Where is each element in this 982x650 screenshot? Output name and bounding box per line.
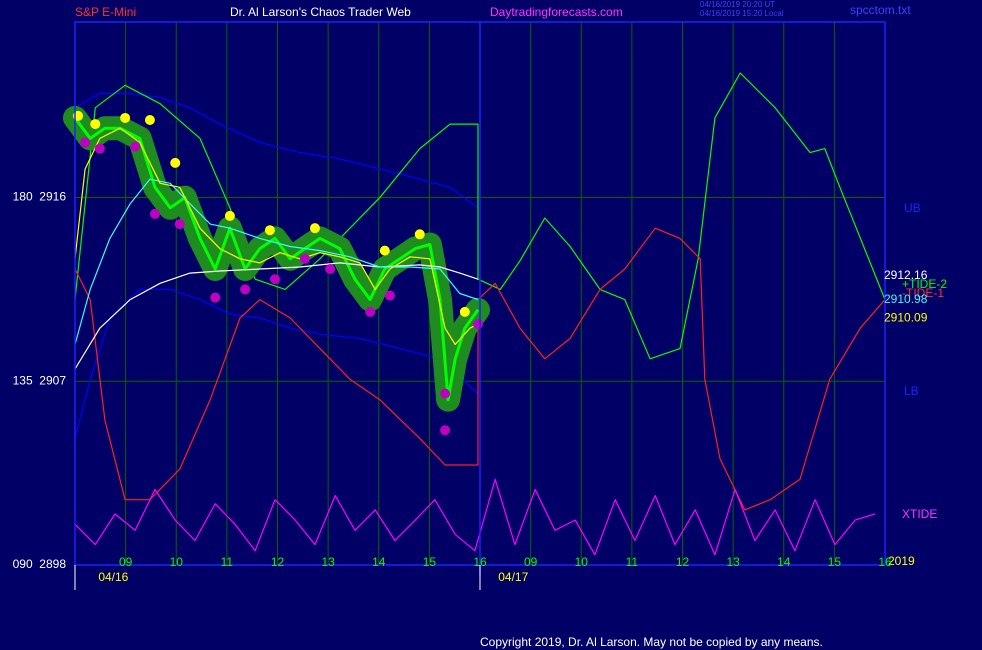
price-label: 2912.16 <box>884 268 928 282</box>
dot <box>269 274 280 285</box>
x-tick-label: 13 <box>726 555 740 569</box>
date-label: 04/17 <box>498 570 528 584</box>
series-line <box>74 178 479 345</box>
x-tick-label: 10 <box>170 555 184 569</box>
x-tick-label: 15 <box>828 555 842 569</box>
plot-area <box>63 72 886 556</box>
year-label: 2019 <box>888 554 915 568</box>
dot <box>144 114 155 125</box>
y-tick-label: 090 2898 <box>13 557 67 571</box>
x-tick-label: 10 <box>575 555 589 569</box>
file-name: spcctom.txt <box>850 3 911 17</box>
x-tick-label: 14 <box>372 555 386 569</box>
dot <box>149 208 160 219</box>
x-tick-label: 16 <box>473 555 487 569</box>
dot <box>170 157 181 168</box>
dot <box>440 388 451 399</box>
dot <box>210 292 221 303</box>
x-tick-label: 12 <box>676 555 690 569</box>
dot <box>384 290 395 301</box>
x-tick-label: 11 <box>221 555 234 569</box>
y-tick-label: 180 2916 <box>13 190 67 204</box>
instrument: S&P E-Mini <box>75 5 136 19</box>
x-tick-label: 09 <box>524 555 538 569</box>
time-local: 04/16/2019 15:20 Local <box>700 9 784 18</box>
series-line <box>74 262 479 370</box>
x-tick-label: 13 <box>321 555 335 569</box>
x-tick-label: 15 <box>423 555 437 569</box>
dot <box>90 119 101 130</box>
series-line <box>74 92 479 209</box>
dot <box>130 141 141 152</box>
x-tick-label: 16 <box>878 555 892 569</box>
x-tick-label: 14 <box>777 555 791 569</box>
tide1-label: -TIDE-1 <box>902 286 944 300</box>
dot <box>472 319 483 330</box>
time-ut: 04/16/2019 20:20 UT <box>700 0 775 9</box>
price-label: 2910.98 <box>884 292 928 306</box>
dot <box>299 253 310 264</box>
dot <box>379 245 390 256</box>
x-tick-label: 11 <box>626 555 639 569</box>
x-tick-label: 12 <box>271 555 285 569</box>
series-line <box>73 117 480 402</box>
y-tick-label: 135 2907 <box>13 373 67 387</box>
dot <box>440 425 451 436</box>
dot <box>264 225 275 236</box>
series-line <box>74 478 876 556</box>
site: Daytradingforecasts.com <box>490 5 623 19</box>
dot <box>80 137 91 148</box>
dot <box>325 264 336 275</box>
series-line <box>74 72 886 360</box>
ub-label: UB <box>904 201 921 215</box>
series-line <box>74 227 886 511</box>
dot <box>174 219 185 230</box>
dot <box>120 112 131 123</box>
dot <box>414 229 425 240</box>
dot <box>94 143 105 154</box>
chart-title: Dr. Al Larson's Chaos Trader Web <box>230 5 411 19</box>
copyright: Copyright 2019, Dr. Al Larson. May not b… <box>480 635 823 649</box>
series-line <box>74 127 479 346</box>
date-label: 04/16 <box>98 570 128 584</box>
dot <box>224 210 235 221</box>
dot <box>240 284 251 295</box>
xtide-label: XTIDE <box>902 507 937 521</box>
tide2-label: +TIDE-2 <box>902 277 947 291</box>
lb-label: LB <box>904 384 919 398</box>
dot <box>309 223 320 234</box>
price-label: 2910.09 <box>884 310 928 324</box>
dot <box>459 306 470 317</box>
dot <box>365 306 376 317</box>
x-tick-label: 09 <box>119 555 133 569</box>
